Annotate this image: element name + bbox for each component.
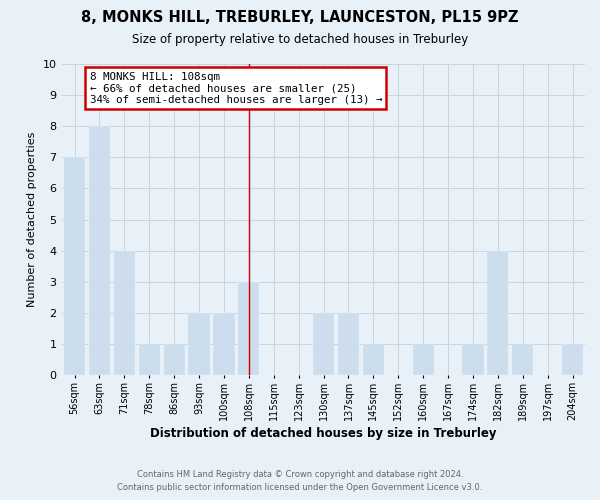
Bar (313, 313, 334, 375)
Bar (164, 344, 185, 375)
Bar (512, 344, 533, 375)
Text: Size of property relative to detached houses in Treburley: Size of property relative to detached ho… (132, 32, 468, 46)
Bar (413, 344, 434, 375)
Bar (114, 250, 135, 375)
Bar (188, 313, 209, 375)
Bar (89, 126, 110, 375)
Text: 8 MONKS HILL: 108sqm
← 66% of detached houses are smaller (25)
34% of semi-detac: 8 MONKS HILL: 108sqm ← 66% of detached h… (89, 72, 382, 105)
Bar (363, 344, 384, 375)
Bar (139, 344, 160, 375)
Bar (463, 344, 484, 375)
Text: Contains HM Land Registry data © Crown copyright and database right 2024.
Contai: Contains HM Land Registry data © Crown c… (118, 470, 482, 492)
Text: 8, MONKS HILL, TREBURLEY, LAUNCESTON, PL15 9PZ: 8, MONKS HILL, TREBURLEY, LAUNCESTON, PL… (81, 10, 519, 25)
Bar (487, 250, 508, 375)
Bar (238, 282, 259, 375)
Bar (562, 344, 583, 375)
Bar (64, 158, 85, 375)
Y-axis label: Number of detached properties: Number of detached properties (27, 132, 37, 307)
Bar (338, 313, 359, 375)
X-axis label: Distribution of detached houses by size in Treburley: Distribution of detached houses by size … (151, 427, 497, 440)
Bar (214, 313, 235, 375)
